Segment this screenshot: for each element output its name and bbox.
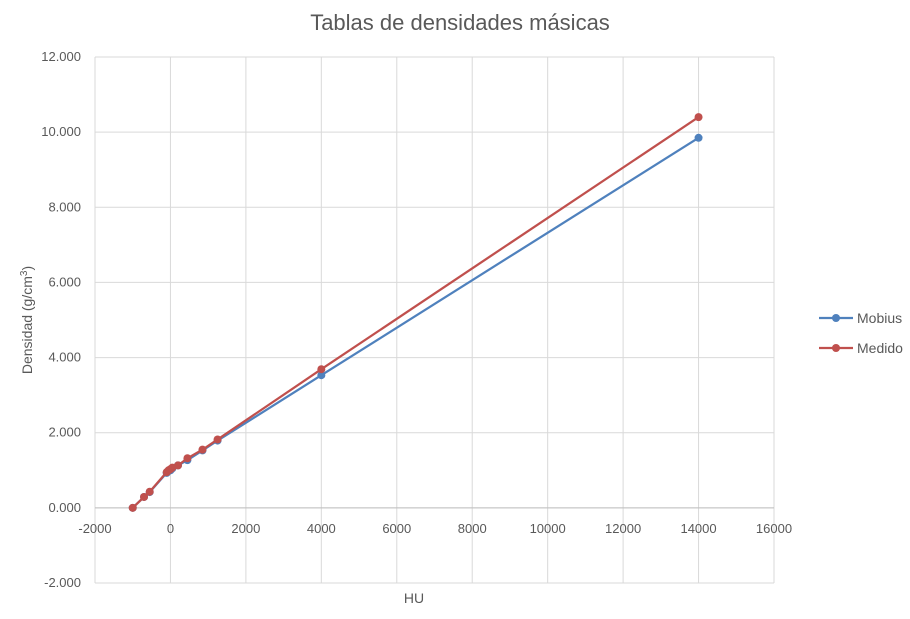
legend-marker-medido (832, 344, 840, 352)
y-tick-label: -2.000 (44, 575, 81, 590)
data-point-medido (213, 435, 222, 444)
data-point-medido (198, 445, 207, 454)
series-line-mobius (131, 136, 700, 509)
chart-title: Tablas de densidades másicas (310, 10, 610, 35)
legend-label-mobius: Mobius (857, 310, 902, 326)
x-tick-label: 0 (167, 521, 174, 536)
series-medido (128, 113, 703, 512)
legend: Mobius Medido (819, 310, 903, 356)
y-tick-label: 2.000 (48, 425, 81, 440)
x-tick-labels: -2000 0 2000 4000 6000 8000 10000 12000 14000 160… (78, 521, 792, 536)
x-tick-label: 6000 (382, 521, 411, 536)
y-axis-title-close: ) (19, 266, 35, 271)
x-tick-label: 2000 (231, 521, 260, 536)
series-layer (128, 113, 703, 512)
data-point-medido (145, 487, 154, 496)
data-point-medido (173, 461, 182, 470)
data-point-medido (128, 503, 137, 512)
grid (94, 56, 775, 584)
x-tick-label: 8000 (458, 521, 487, 536)
x-tick-label: 12000 (605, 521, 641, 536)
data-point-medido (183, 454, 192, 463)
y-axis-title-superscript: 3 (19, 270, 30, 276)
x-tick-label: 4000 (307, 521, 336, 536)
data-point-medido (317, 365, 326, 374)
y-tick-label: 0.000 (48, 500, 81, 515)
data-point-mobius (694, 133, 703, 142)
y-tick-label: 8.000 (48, 199, 81, 214)
y-axis-title: Densidad (g/cm3) (19, 266, 35, 374)
data-point-mobius (317, 371, 326, 380)
data-point-medido (694, 113, 703, 122)
data-point-medido (140, 492, 149, 501)
legend-marker-mobius (832, 314, 840, 322)
legend-label-medido: Medido (857, 340, 903, 356)
x-tick-label: 16000 (756, 521, 792, 536)
y-tick-label: 6.000 (48, 274, 81, 289)
series-mobius (128, 133, 703, 512)
y-tick-label: 10.000 (41, 124, 81, 139)
x-tick-label: 14000 (680, 521, 716, 536)
y-tick-label: 12.000 (41, 49, 81, 64)
y-tick-label: 4.000 (48, 350, 81, 365)
x-tick-label: -2000 (78, 521, 111, 536)
x-axis-title: HU (404, 590, 424, 606)
series-line-medido (131, 116, 700, 509)
y-tick-labels: -2.000 0.000 2.000 4.000 6.000 8.000 10.000 12.… (41, 49, 81, 590)
y-axis-title-main: Densidad (g/cm (19, 276, 35, 374)
x-tick-label: 10000 (530, 521, 566, 536)
